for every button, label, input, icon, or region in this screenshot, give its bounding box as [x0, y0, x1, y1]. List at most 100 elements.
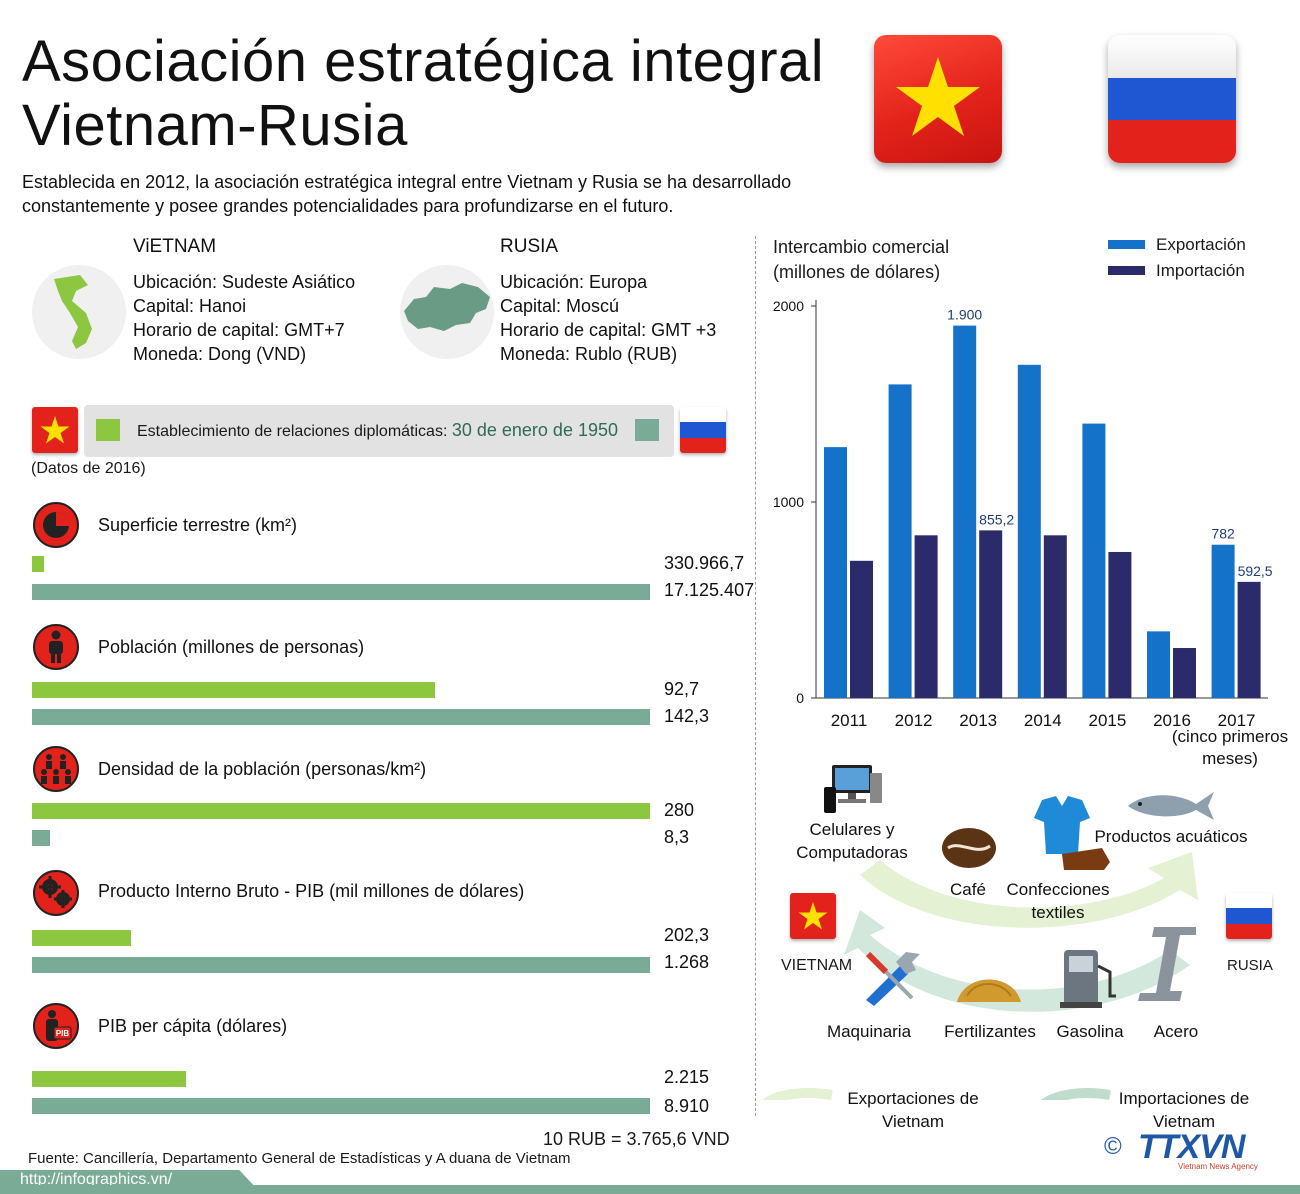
gears-icon	[33, 870, 79, 916]
import-item-steel: Acero	[1153, 1022, 1199, 1041]
stat-bar-russia	[32, 709, 650, 725]
vietnam-exchange-flag-icon	[790, 893, 836, 939]
x-tick-label: 2015	[1088, 711, 1126, 730]
import-bar	[914, 535, 938, 698]
export-bar	[1211, 544, 1235, 698]
export-bar	[888, 384, 912, 698]
gas-pump-icon	[1060, 950, 1116, 1008]
russia-map-icon	[400, 265, 494, 359]
exchange-arrows	[762, 852, 1198, 1100]
diplomatic-relations-box	[84, 405, 674, 457]
vietnam-currency: Moneda: Dong (VND)	[133, 344, 307, 364]
stat-bar-russia	[32, 957, 650, 973]
stat-value-russia: 8,3	[664, 827, 690, 847]
stat-label: PIB per cápita (dólares)	[98, 1016, 288, 1036]
legend-export-label: Exportación	[1156, 235, 1246, 254]
data-year-note: (Datos de 2016)	[31, 460, 146, 477]
stat-bar-vietnam	[32, 556, 44, 572]
legend-exports-vietnam: Exportaciones de Vietnam	[847, 1089, 979, 1131]
coffee-bean-icon	[942, 828, 996, 868]
stat-label: Población (millones de personas)	[98, 637, 365, 657]
x-tick-label: 2017	[1218, 711, 1256, 730]
vietnam-location: Ubicación: Sudeste Asiático	[133, 272, 356, 292]
export-item-textiles: Confecciones textiles	[1006, 880, 1110, 922]
stat-bar-russia	[32, 830, 50, 846]
legend-imports-vietnam: Importaciones de Vietnam	[1118, 1089, 1250, 1131]
source-note: Fuente: Cancillería, Departamento Genera…	[28, 1150, 571, 1167]
stat-value-vietnam: 2.215	[664, 1067, 710, 1087]
diplomatic-relations-text: Establecimiento de relaciones diplomátic…	[137, 420, 618, 441]
russia-capital: Capital: Moscú	[500, 296, 620, 316]
stat-bar-russia	[32, 584, 650, 600]
import-bar	[1173, 648, 1196, 698]
export-bar	[953, 325, 977, 698]
import-item-machinery: Maquinaria	[826, 1022, 912, 1041]
source-url[interactable]: http://infographics.vn/	[20, 1171, 173, 1188]
stat-value-vietnam: 280	[664, 800, 695, 820]
vietnam-legend-square	[96, 419, 120, 441]
vietnam-flag-icon	[874, 35, 1002, 163]
x-category-note: (cinco primeros	[1172, 727, 1288, 746]
page-subtitle: Establecida en 2012, la asociación estra…	[22, 172, 792, 216]
import-bar	[1108, 551, 1132, 698]
copyright-icon: ©	[1104, 1133, 1122, 1160]
stat-value-russia: 142,3	[664, 706, 710, 726]
pie-chart-icon	[33, 502, 79, 548]
stat-bar-vietnam	[32, 1071, 186, 1087]
russia-legend-square	[635, 419, 659, 441]
import-bar	[1237, 581, 1261, 698]
vietnam-small-flag-icon	[32, 407, 78, 453]
trade-bar-chart: 0 1000 2000 2011 2012 1.900 855,2 2013 2014 2015 2…	[773, 298, 1288, 768]
ttxvn-logo-subtitle: Vietnam News Agency	[1178, 1162, 1258, 1171]
import-bar	[1043, 535, 1067, 698]
export-item-phones-computers: Celulares y Computadoras	[796, 820, 908, 862]
fish-icon	[1128, 792, 1214, 820]
vietnam-exchange-label: VIETNAM	[781, 957, 853, 974]
people-group-icon	[33, 746, 79, 792]
stat-bar-vietnam	[32, 930, 131, 946]
pib-person-icon: PIB	[33, 1003, 79, 1049]
tools-icon	[865, 951, 920, 1006]
y-tick-label: 1000	[773, 494, 804, 510]
legend-export-swatch	[1108, 240, 1145, 249]
stat-bar-vietnam	[32, 803, 650, 819]
export-bar	[1082, 423, 1106, 698]
import-bar	[850, 560, 873, 698]
export-bar	[824, 447, 847, 698]
chart-title: Intercambio comercial	[773, 237, 950, 257]
export-bar	[1017, 364, 1041, 698]
russia-name: RUSIA	[500, 236, 559, 257]
vietnam-name: ViETNAM	[133, 236, 217, 257]
russia-exchange-label: RUSIA	[1227, 957, 1273, 974]
vietnam-map-icon	[32, 265, 126, 359]
stat-value-russia: 1.268	[664, 952, 710, 972]
bottom-bar	[0, 1185, 1300, 1194]
x-category-note: meses)	[1202, 749, 1258, 768]
ttxvn-logo: TTXVN	[1138, 1128, 1245, 1166]
stat-value-russia: 17.125.407	[664, 580, 755, 600]
steel-beam-icon	[1138, 927, 1196, 1001]
column-divider	[755, 236, 756, 1116]
x-tick-label: 2014	[1024, 711, 1062, 730]
exchange-rate: 10 RUB = 3.765,6 VND	[543, 1129, 730, 1149]
vietnam-capital: Capital: Hanoi	[133, 296, 247, 316]
x-tick-label: 2011	[831, 711, 868, 730]
legend-import-swatch	[1108, 266, 1145, 275]
page-title: Asociación estratégica integral Vietnam-…	[22, 29, 825, 158]
import-item-fertilizers: Fertilizantes	[944, 1022, 1036, 1041]
russia-timezone: Horario de capital: GMT +3	[500, 320, 717, 340]
computer-phone-icon	[824, 765, 882, 813]
russia-small-flag-icon	[680, 407, 726, 453]
stat-label: Producto Interno Bruto - PIB (mil millon…	[98, 881, 525, 901]
chart-subtitle: (millones de dólares)	[773, 262, 941, 282]
fertilizer-pile-icon	[957, 979, 1021, 1002]
russia-flag-icon	[1108, 35, 1236, 163]
legend-import-label: Importación	[1156, 261, 1245, 280]
person-icon	[33, 624, 79, 670]
russia-currency: Moneda: Rublo (RUB)	[500, 344, 678, 364]
chart-title-block: Intercambio comercial (millones de dólar…	[773, 235, 949, 285]
russia-exchange-flag-icon	[1226, 893, 1272, 939]
bar-data-label: 855,2	[979, 511, 1014, 527]
y-tick-label: 0	[796, 690, 804, 706]
export-item-coffee: Café	[950, 880, 986, 899]
